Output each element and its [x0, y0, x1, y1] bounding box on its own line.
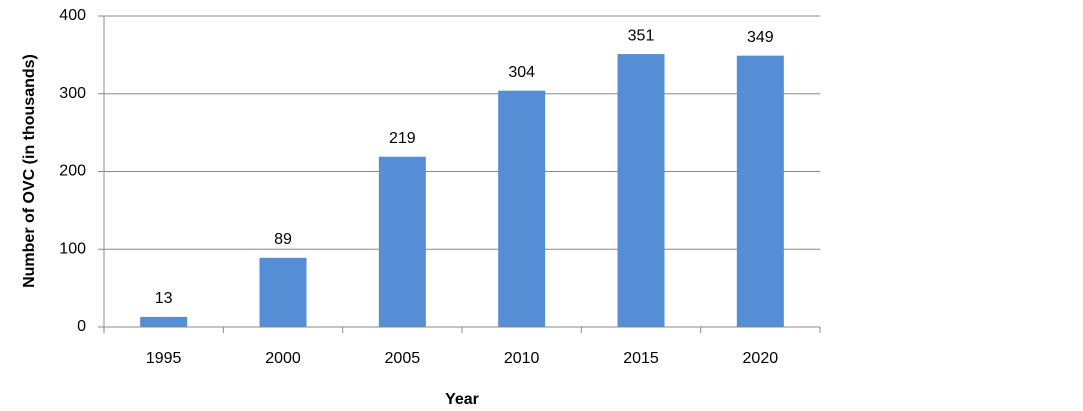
x-tick-label: 2000 [265, 350, 301, 367]
y-axis-title: Number of OVC (in thousands) [21, 54, 38, 288]
y-tick-label: 400 [59, 7, 86, 24]
bar [498, 90, 546, 327]
data-label: 349 [747, 29, 774, 46]
x-tick-label: 1995 [146, 350, 182, 367]
data-label: 89 [274, 231, 292, 248]
y-tick-label: 100 [59, 240, 86, 257]
x-tick-label: 2005 [385, 350, 421, 367]
x-tick-label: 2020 [743, 350, 779, 367]
x-tick-label: 2015 [623, 350, 659, 367]
y-tick-label: 0 [77, 318, 86, 335]
x-tick-label: 2010 [504, 350, 540, 367]
bar [140, 316, 188, 327]
bar [259, 257, 307, 327]
x-axis-title: Year [445, 391, 479, 408]
data-label: 351 [628, 27, 655, 44]
bar [736, 55, 784, 328]
data-label: 13 [155, 290, 173, 307]
y-tick-label: 300 [59, 85, 86, 102]
y-tick-label: 200 [59, 163, 86, 180]
data-label: 304 [508, 64, 535, 81]
bar [617, 54, 665, 327]
data-label: 219 [389, 130, 416, 147]
bar [378, 156, 426, 327]
